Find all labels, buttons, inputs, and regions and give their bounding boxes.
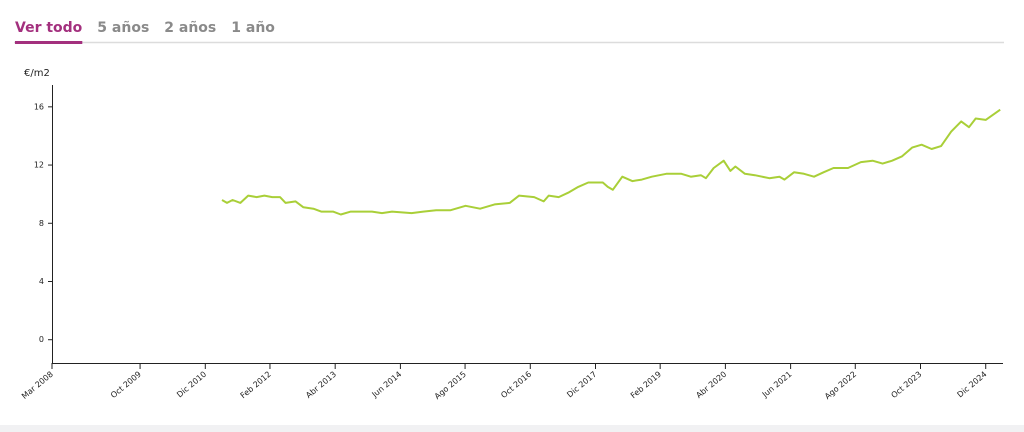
x-tick-label: Dic 2010	[175, 370, 208, 400]
x-tick-label: Ago 2022	[823, 370, 858, 402]
x-tick-label: Ago 2015	[433, 370, 468, 402]
x-tick-label: Mar 2008	[20, 370, 55, 401]
x-tick-label: Oct 2009	[109, 370, 143, 401]
x-tick-label: Jun 2021	[760, 370, 794, 400]
y-tick-label: 8	[39, 219, 44, 228]
price-line	[221, 108, 1001, 216]
tab[interactable]: 5 años	[97, 20, 149, 36]
x-tick-label: Oct 2023	[889, 370, 923, 401]
x-tick-label: Feb 2012	[239, 370, 273, 401]
x-tick-label: Abr 2013	[304, 370, 338, 401]
footer-band	[0, 425, 1024, 432]
y-tick-label: 4	[39, 277, 44, 286]
tab[interactable]: 1 año	[231, 20, 275, 36]
tab-bar: Ver todo 5 años 2 años 1 año	[15, 20, 275, 44]
tab[interactable]: Ver todo	[15, 20, 83, 36]
active-tab-underline	[15, 41, 83, 44]
x-tick-label: Jun 2014	[370, 370, 404, 400]
y-tick-label: 0	[39, 335, 44, 344]
x-tick-label: Dic 2024	[955, 370, 988, 400]
x-tick-label: Dic 2017	[565, 370, 598, 400]
x-tick-label: Abr 2020	[694, 370, 728, 401]
tab[interactable]: 2 años	[164, 20, 216, 36]
x-tick-label: Feb 2019	[629, 370, 663, 401]
y-tick-label: 16	[34, 102, 44, 111]
x-tick-label: Oct 2016	[499, 370, 533, 401]
y-axis-label: €/m2	[24, 68, 50, 79]
y-tick-label: 12	[34, 161, 44, 170]
